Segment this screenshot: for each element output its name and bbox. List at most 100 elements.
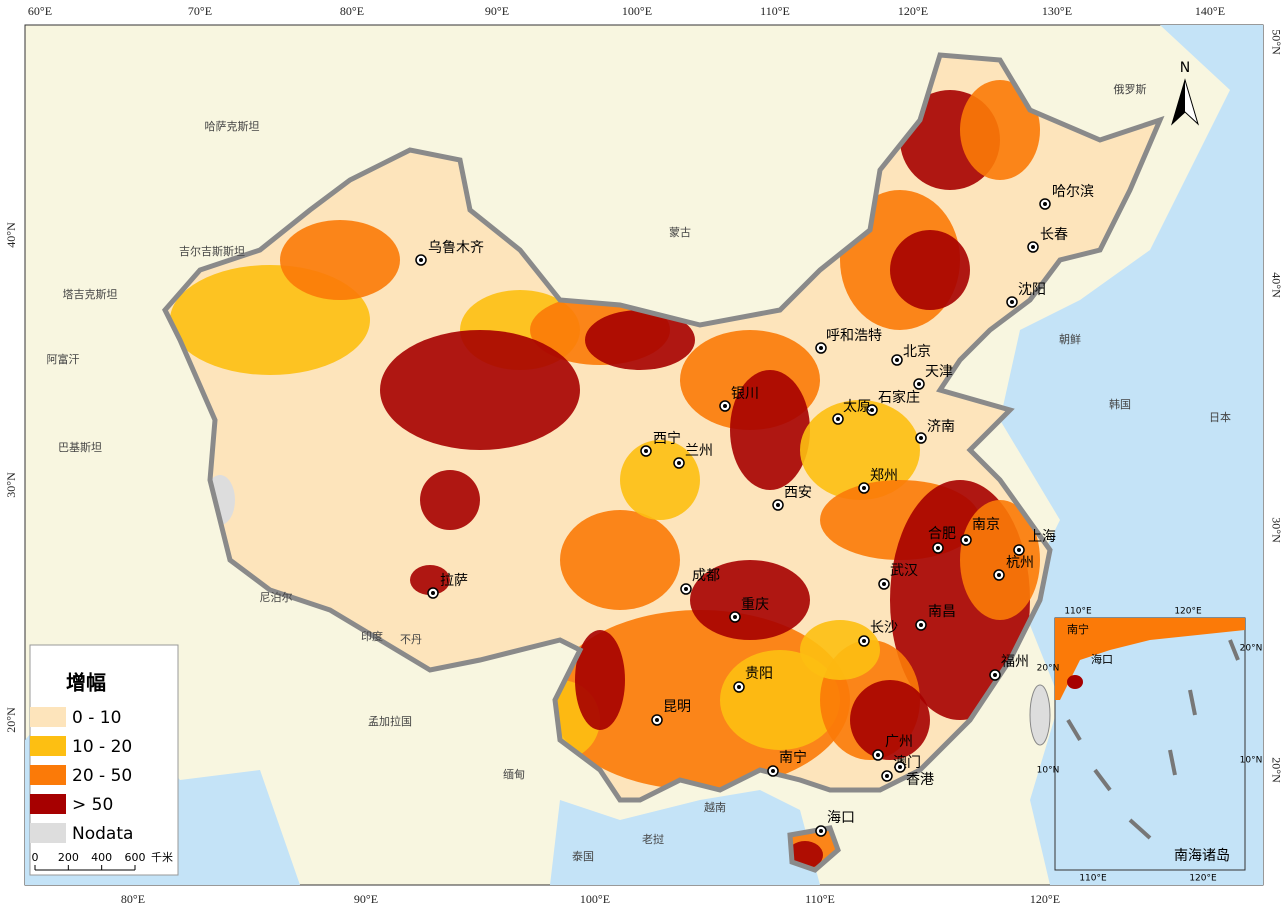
city-marker-dot (1010, 300, 1014, 304)
legend-label: > 50 (72, 795, 113, 815)
regions (170, 80, 1040, 870)
city-label: 西安 (784, 485, 812, 501)
city-marker-dot (882, 582, 886, 586)
city-marker-dot (919, 436, 923, 440)
country-label: 日本 (1209, 410, 1231, 424)
taiwan (1029, 684, 1051, 746)
region (890, 230, 970, 310)
inset-label: 南宁 (1067, 622, 1089, 636)
city-marker-dot (1043, 202, 1047, 206)
city-label: 合肥 (928, 526, 956, 542)
city-marker-dot (819, 346, 823, 350)
region (960, 500, 1040, 620)
inset-hainan (1067, 675, 1083, 689)
graticule-label: 120°E (898, 4, 928, 18)
city-label: 长春 (1040, 227, 1068, 243)
legend-label: Nodata (72, 824, 133, 844)
graticule-label: 100°E (580, 892, 610, 906)
region (420, 470, 480, 530)
city-label: 上海 (1028, 529, 1056, 545)
city-label: 广州 (885, 734, 913, 750)
country-label: 塔吉克斯坦 (63, 287, 118, 301)
legend-label: 20 - 50 (72, 766, 132, 786)
north-label: N (1180, 60, 1190, 76)
city-marker-dot (737, 685, 741, 689)
country-label: 哈萨克斯坦 (205, 119, 260, 133)
inset-land (1055, 618, 1245, 700)
region (690, 560, 810, 640)
graticule-label: 40°N (4, 222, 18, 248)
city-label: 银川 (731, 386, 759, 402)
country-label: 蒙古 (669, 226, 691, 239)
city-label: 哈尔滨 (1052, 184, 1094, 200)
city-label: 昆明 (663, 699, 691, 715)
city-marker-dot (936, 546, 940, 550)
country-label: 阿富汗 (47, 352, 80, 366)
scale-label: 200 (58, 851, 79, 864)
city-label: 呼和浩特 (826, 328, 882, 344)
region (560, 510, 680, 610)
city-label: 沈阳 (1018, 282, 1046, 298)
region (575, 630, 625, 730)
region (850, 680, 930, 760)
city-marker-dot (776, 503, 780, 507)
city-marker-dot (862, 486, 866, 490)
country-label: 孟加拉国 (368, 714, 412, 728)
country-label: 泰国 (572, 849, 594, 863)
legend: 增幅 0 - 10 10 - 20 20 - 50 > 50 Nodata 0 200 400 6… (29, 644, 179, 876)
scale-label: 0 (32, 851, 39, 864)
city-marker-dot (997, 573, 1001, 577)
region (800, 620, 880, 680)
inset-label: 20°N (1240, 644, 1263, 654)
inset-title: 南海诸岛 (1174, 848, 1230, 864)
city-label: 太原 (843, 399, 871, 415)
city-label: 济南 (927, 419, 955, 435)
graticule-label: 90°E (354, 892, 378, 906)
region (380, 330, 580, 450)
city-label: 海口 (827, 810, 855, 826)
country-label: 俄罗斯 (1114, 83, 1147, 96)
graticule-label: 50°N (1269, 29, 1283, 55)
graticule-label: 60°E (28, 4, 52, 18)
city-marker-dot (1017, 548, 1021, 552)
graticule-label: 110°E (805, 892, 835, 906)
inset-label: 10°N (1240, 756, 1263, 766)
city-marker-dot (644, 449, 648, 453)
graticule-label: 40°N (1269, 272, 1283, 298)
inset-label: 110°E (1079, 874, 1107, 884)
graticule-label: 130°E (1042, 4, 1072, 18)
city-label: 乌鲁木齐 (428, 240, 484, 256)
city-marker-dot (870, 408, 874, 412)
nine-dash (1128, 818, 1152, 840)
city-marker-dot (898, 765, 902, 769)
city-label: 香港 (906, 772, 934, 788)
city-marker-dot (431, 591, 435, 595)
city-label: 重庆 (741, 597, 769, 613)
legend-label: 10 - 20 (72, 737, 132, 757)
legend-label: 0 - 10 (72, 708, 121, 728)
inset-label: 10°N (1037, 766, 1060, 776)
graticule-label: 20°N (4, 707, 18, 733)
inset: 南海诸岛 110°E 120°E 110°E 120°E 20°N 10°N 20°N 10°N… (1037, 607, 1263, 884)
inset-label: 海口 (1091, 652, 1113, 666)
city-label: 南宁 (779, 749, 807, 766)
region (585, 310, 695, 370)
scale-label: 400 (91, 851, 112, 864)
nine-dash (1168, 749, 1177, 776)
city-marker-dot (862, 639, 866, 643)
city-label: 南京 (972, 517, 1000, 533)
legend-swatch (30, 765, 66, 785)
inset-label: 120°E (1189, 874, 1217, 884)
graticule-label: 80°E (121, 892, 145, 906)
city-marker-dot (885, 774, 889, 778)
country-label: 不丹 (400, 633, 422, 646)
country-label: 老挝 (642, 832, 664, 846)
region (800, 400, 920, 500)
graticule-label: 140°E (1195, 4, 1225, 18)
country-label: 吉尔吉斯斯坦 (179, 244, 245, 258)
region (280, 220, 400, 300)
labels: 60°E 70°E 80°E 90°E 100°E 110°E 120°E 130°E 140°… (4, 4, 1284, 906)
city-marker-dot (836, 417, 840, 421)
city-label: 长沙 (870, 620, 898, 636)
